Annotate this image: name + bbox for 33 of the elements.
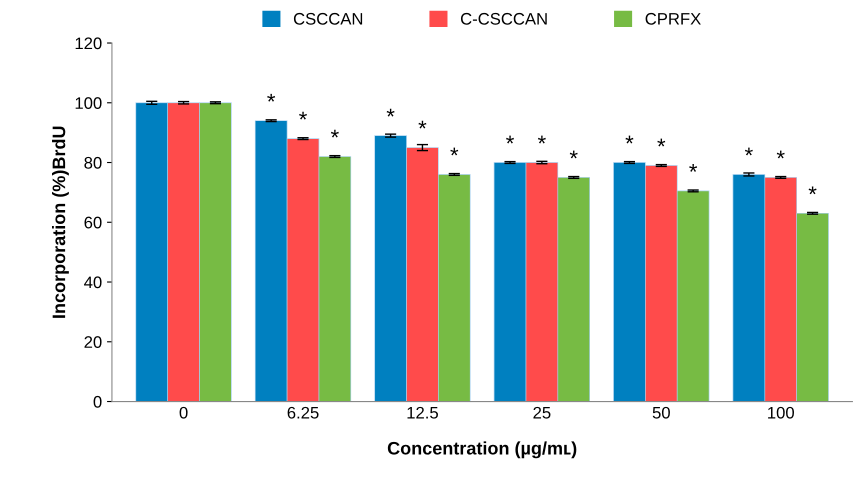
x-tick-label: 6.25: [288, 406, 319, 419]
data-label: *: [418, 120, 426, 129]
y-tick-label: 20: [84, 336, 102, 348]
data-label: *: [506, 136, 514, 144]
y-tick-label: 60: [84, 216, 102, 228]
data-label: *: [299, 112, 307, 120]
legend-label: C-CSCCAN: [460, 12, 547, 25]
data-label: *: [625, 136, 634, 144]
x-tick-label: 12.5: [408, 406, 438, 419]
y-axis-title: Incorporation (%)BrdU: [52, 126, 69, 318]
data-label: *: [657, 138, 666, 146]
data-label: *: [776, 150, 785, 158]
data-label: *: [570, 150, 578, 158]
x-tick-label: 0: [180, 406, 188, 419]
legend-label: CSCCAN: [294, 12, 362, 25]
data-label: *: [689, 164, 698, 172]
data-label: *: [744, 148, 753, 156]
data-label: *: [450, 148, 458, 156]
x-tick-label: 50: [652, 406, 670, 419]
x-tick-label: 100: [768, 406, 794, 419]
y-tick-label: 120: [76, 37, 102, 50]
y-tick-label: 100: [76, 97, 102, 109]
data-label: *: [267, 94, 276, 102]
y-tick-label: 0: [94, 396, 102, 408]
y-tick-label: 40: [84, 276, 102, 288]
data-label: *: [386, 108, 395, 117]
y-tick-label: 80: [84, 156, 102, 169]
data-label: *: [538, 136, 546, 144]
data-label: *: [808, 186, 817, 194]
x-axis-title: Concentration (µg/mʟ): [388, 441, 576, 458]
data-label: *: [330, 130, 339, 138]
legend-label: CPRFX: [646, 12, 701, 25]
x-tick-label: 25: [533, 406, 550, 419]
